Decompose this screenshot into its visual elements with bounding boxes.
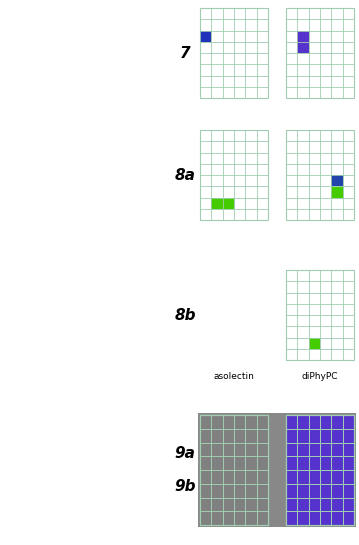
- Bar: [331, 175, 343, 186]
- Bar: [200, 415, 268, 525]
- Bar: [198, 413, 356, 527]
- Bar: [200, 415, 268, 525]
- Text: asolectin: asolectin: [214, 372, 255, 381]
- Text: diPhyPC: diPhyPC: [302, 372, 338, 381]
- Text: 8b: 8b: [174, 307, 196, 323]
- Bar: [297, 31, 309, 53]
- Text: 9a: 9a: [174, 446, 195, 461]
- Bar: [211, 197, 234, 209]
- Bar: [286, 415, 354, 525]
- Bar: [200, 415, 268, 525]
- Bar: [286, 415, 354, 525]
- Text: 7: 7: [180, 45, 190, 60]
- Bar: [309, 337, 320, 349]
- Bar: [200, 31, 211, 42]
- Bar: [286, 130, 354, 220]
- Bar: [200, 8, 268, 98]
- Bar: [200, 130, 268, 220]
- Bar: [286, 415, 354, 525]
- Bar: [200, 415, 268, 525]
- Text: 8a: 8a: [174, 167, 195, 183]
- Text: 9b: 9b: [174, 479, 196, 494]
- Bar: [286, 415, 354, 525]
- Bar: [200, 415, 268, 525]
- Bar: [286, 8, 354, 98]
- Bar: [286, 415, 354, 525]
- Bar: [286, 270, 354, 360]
- Bar: [331, 186, 343, 197]
- Bar: [200, 415, 268, 525]
- Bar: [286, 415, 354, 525]
